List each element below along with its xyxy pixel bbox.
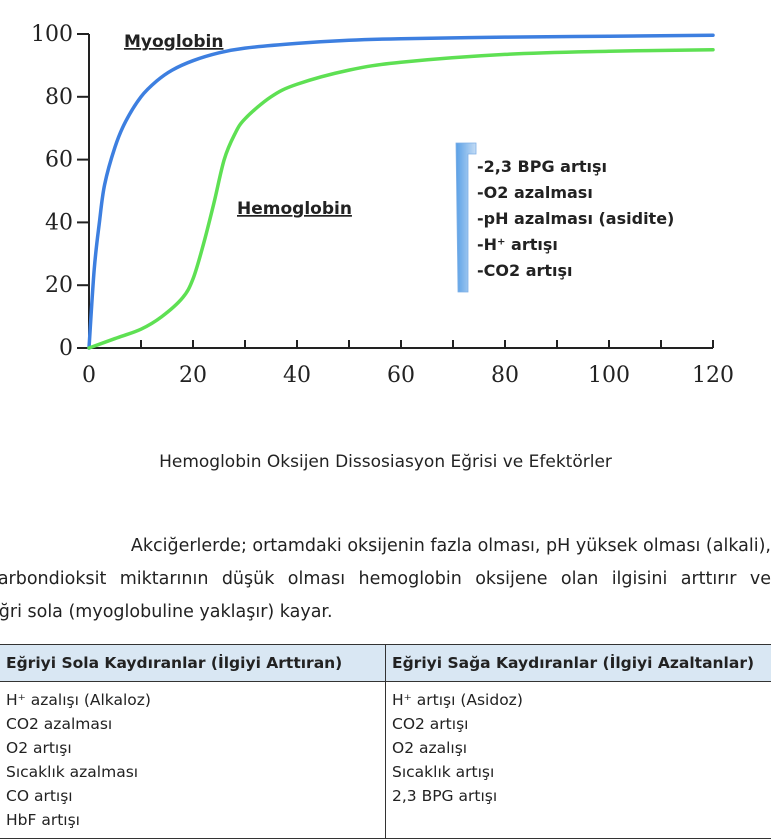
x-tick-label: 120 <box>692 363 734 388</box>
x-tick-label: 40 <box>283 363 311 388</box>
y-tick-label: 0 <box>59 336 73 361</box>
effector-table: Eğriyi Sola Kaydıranlar (İlgiyi Arttıran… <box>0 644 771 839</box>
annotation-item: -CO2 artışı <box>477 261 573 280</box>
hemoglobin-label: Hemoglobin <box>237 199 352 219</box>
x-tick-label: 0 <box>82 363 96 388</box>
table-header-row: Eğriyi Sola Kaydıranlar (İlgiyi Arttıran… <box>0 645 771 682</box>
annotation-item: -H⁺ artışı <box>477 235 558 254</box>
annotation-item: -O2 azalması <box>477 183 593 202</box>
y-tick-label: 40 <box>45 210 73 235</box>
x-tick-label: 60 <box>387 363 415 388</box>
paragraph-line-3: eğri sola (myoglobuline yaklaşır) kayar. <box>0 596 771 629</box>
chart-curves <box>89 35 713 348</box>
right-shift-header: Eğriyi Sağa Kaydıranlar (İlgiyi Azaltanl… <box>386 645 771 682</box>
paragraph-line-2: karbondioksit miktarının düşük olması he… <box>0 563 771 596</box>
y-tick-label: 100 <box>31 22 73 47</box>
left-shift-item: HbF artışı <box>6 808 379 832</box>
x-tick-label: 80 <box>491 363 519 388</box>
effector-annotation: -2,3 BPG artışı -O2 azalması -pH azalması … <box>456 143 674 292</box>
left-shift-item: CO artışı <box>6 784 379 808</box>
left-shift-item: CO2 azalması <box>6 712 379 736</box>
right-shift-item: Sıcaklık artışı <box>392 760 767 784</box>
left-shift-item: Sıcaklık azalması <box>6 760 379 784</box>
hemoglobin-curve <box>89 50 713 348</box>
body-paragraph: Akciğerlerde; ortamdaki oksijenin fazla … <box>0 530 771 629</box>
x-tick-label: 100 <box>588 363 630 388</box>
dissociation-chart: 0 20 40 60 80 100 120 0 20 40 60 80 100 Myoglobin Hem… <box>0 0 771 395</box>
bracket-shape <box>456 143 476 292</box>
figure-caption: Hemoglobin Oksijen Dissosiasyon Eğrisi v… <box>0 452 771 472</box>
right-shift-item: CO2 artışı <box>392 712 767 736</box>
right-shift-item: O2 azalışı <box>392 736 767 760</box>
left-shift-item: H⁺ azalışı (Alkaloz) <box>6 688 379 712</box>
left-shift-item: O2 artışı <box>6 736 379 760</box>
chart-axes: 0 20 40 60 80 100 120 0 20 40 60 80 100 <box>31 22 734 388</box>
paragraph-line-1: Akciğerlerde; ortamdaki oksijenin fazla … <box>0 530 771 563</box>
x-tick-label: 20 <box>179 363 207 388</box>
right-shift-item: 2,3 BPG artışı <box>392 784 767 808</box>
right-shift-item: H⁺ artışı (Asidoz) <box>392 688 767 712</box>
y-tick-label: 20 <box>45 273 73 298</box>
annotation-item: -pH azalması (asidite) <box>477 209 674 228</box>
y-tick-label: 60 <box>45 148 73 173</box>
myoglobin-label: Myoglobin <box>124 32 223 52</box>
annotation-item: -2,3 BPG artışı <box>477 157 607 176</box>
y-tick-label: 80 <box>45 85 73 110</box>
left-shift-header: Eğriyi Sola Kaydıranlar (İlgiyi Arttıran… <box>0 645 386 682</box>
myoglobin-curve <box>89 35 713 348</box>
